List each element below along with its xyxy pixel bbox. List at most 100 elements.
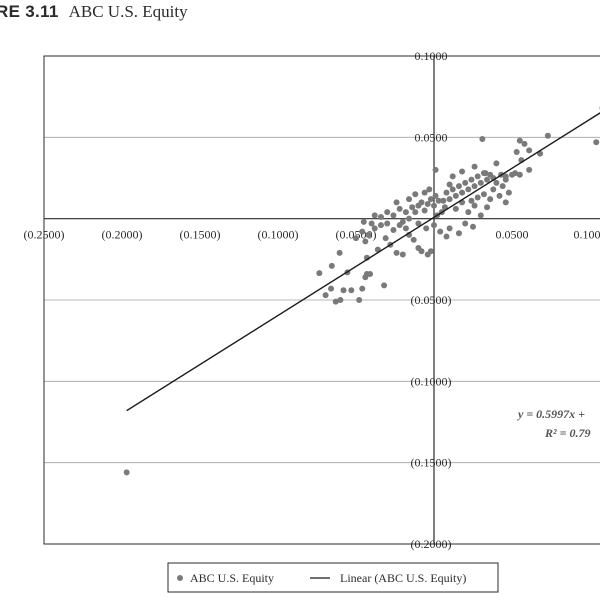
data-point [459,189,466,196]
data-point [593,139,600,146]
data-point [465,209,472,216]
data-point [526,166,533,173]
data-point [427,248,434,255]
data-point [337,297,344,303]
data-point [443,233,450,240]
data-point [455,230,462,237]
x-tick-label: (0.2000) [102,228,143,242]
data-point [455,183,462,190]
data-point [371,225,378,232]
data-point [482,170,489,177]
data-point [399,218,406,225]
data-point [406,196,413,203]
data-point [396,205,403,212]
data-point [471,183,478,190]
data-point [402,225,409,232]
data-point [479,135,486,142]
legend: ABC U.S. Equity Linear (ABC U.S. Equity) [167,562,499,593]
data-point [443,189,450,196]
data-point [360,218,367,225]
data-point [462,220,469,227]
y-tick-label: (0.1000) [411,374,452,388]
figure-title: RE 3.11 ABC U.S. Equity [0,2,188,22]
data-point [410,236,417,243]
data-point [544,132,551,139]
data-point [484,204,491,211]
y-tick-label: (0.2000) [411,537,452,551]
data-point [409,204,416,211]
data-point [431,222,437,229]
data-point [426,186,433,193]
data-point [446,225,453,232]
data-point [367,270,374,277]
data-point [493,179,500,186]
data-point [471,163,478,170]
data-point [356,297,363,303]
data-point [470,223,476,230]
data-point [477,179,484,186]
data-point [418,248,425,255]
data-point [316,270,323,277]
data-point [512,170,519,177]
scatter-points [123,106,600,476]
x-tick-label: 0.1000 [574,228,600,242]
data-point [502,173,509,180]
data-point [348,287,355,294]
y-tick-label: (0.1500) [411,456,452,470]
y-tick-label: 0.0500 [415,130,448,144]
data-point [493,160,500,167]
data-point [390,227,397,234]
data-point [402,209,409,216]
y-tick-label: (0.0500) [411,293,452,307]
legend-label-scatter: ABC U.S. Equity [190,571,274,585]
data-point [505,189,512,196]
data-point [424,201,431,208]
data-point [328,262,335,269]
data-point [502,199,509,206]
figure-label: RE 3.11 [0,2,59,21]
x-tick-label: (0.1000) [258,228,299,242]
data-point [418,199,425,206]
data-point [412,191,419,198]
data-point [359,285,366,292]
data-point [336,249,343,256]
data-point [340,287,347,294]
data-point [393,199,400,206]
data-point [465,186,472,193]
data-point [490,186,497,193]
data-point [406,215,413,222]
data-point [446,196,453,203]
data-point [421,207,428,214]
x-tick-labels: (0.2500) (0.2000) (0.1500) (0.1000) (0.0500)… [24,228,600,242]
data-point [474,173,481,180]
data-point [449,173,456,180]
data-point [487,196,494,203]
data-point [322,292,329,299]
data-point [526,147,533,154]
x-tick-label: (0.2500) [24,228,65,242]
data-point [516,137,523,144]
data-point [393,249,400,256]
data-point [477,212,484,219]
data-point [353,235,359,242]
data-point [484,176,491,183]
data-point [362,238,369,245]
data-point [449,186,456,193]
data-point [432,166,439,173]
data-point [368,220,375,227]
data-point [332,298,339,305]
data-point [384,209,391,216]
data-point [462,179,469,186]
data-point [446,181,453,188]
data-point [381,282,388,289]
data-point [513,148,520,155]
legend-marker-dot [177,575,183,581]
data-point [359,228,366,235]
data-point [427,196,434,203]
x-tick-label: 0.0500 [496,228,529,242]
data-point [415,220,422,227]
data-point [459,168,466,175]
data-point [412,209,419,216]
data-point [377,222,384,229]
